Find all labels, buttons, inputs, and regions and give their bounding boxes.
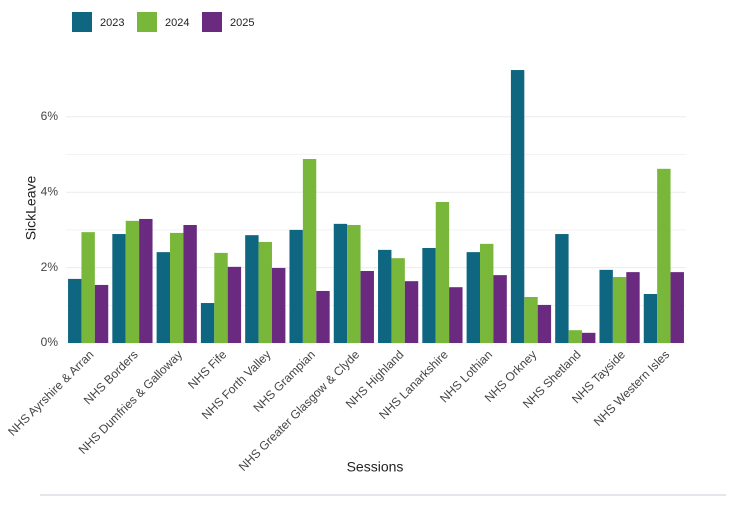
bar: [435, 201, 450, 343]
bar: [316, 290, 330, 343]
y-tick-label: 4%: [41, 184, 59, 198]
bar: [581, 332, 596, 343]
bar: [302, 159, 317, 343]
bar: [347, 224, 361, 343]
bar: [510, 70, 525, 343]
legend-swatch: [72, 12, 92, 32]
bar: [404, 281, 419, 343]
legend-label: 2023: [100, 17, 124, 29]
legend-label: 2025: [230, 17, 254, 29]
bar: [333, 223, 348, 343]
bar: [643, 293, 658, 343]
bar: [493, 275, 507, 343]
bar: [360, 270, 374, 343]
bar: [183, 224, 197, 343]
legend-label: 2024: [165, 17, 189, 29]
bar: [289, 229, 303, 343]
bar: [612, 277, 627, 343]
bar: [537, 304, 552, 343]
bar: [81, 232, 95, 343]
x-tick-label: NHS Fife: [185, 347, 230, 392]
bar: [391, 258, 405, 343]
bar: [139, 218, 153, 343]
bar: [480, 243, 494, 343]
y-tick-label: 6%: [41, 109, 59, 123]
bar: [214, 252, 228, 343]
bar: [449, 287, 463, 343]
bar: [378, 249, 392, 343]
bar: [626, 272, 640, 343]
bar: [524, 297, 538, 343]
bar: [466, 252, 481, 343]
bar: [670, 272, 684, 343]
bar: [227, 266, 242, 343]
x-axis-title: Sessions: [347, 459, 404, 475]
bar: [68, 278, 82, 343]
bar: [156, 252, 171, 343]
legend-swatch: [137, 12, 157, 32]
bar: [271, 267, 286, 343]
bar: [112, 234, 126, 343]
y-tick-label: 2%: [41, 260, 59, 274]
bar: [94, 284, 109, 343]
bar: [555, 234, 569, 343]
bar: [422, 247, 436, 343]
bar: [170, 232, 184, 343]
y-axis-title: SickLeave: [23, 175, 39, 240]
x-tick-label: NHS Western Isles: [591, 347, 672, 428]
bar: [125, 220, 140, 343]
legend-swatch: [202, 12, 222, 32]
y-tick-label: 0%: [41, 335, 59, 349]
x-tick-label: NHS Ayrshire & Arran: [5, 347, 96, 438]
bar: [258, 241, 272, 343]
bar: [568, 330, 582, 343]
bar: [200, 303, 215, 343]
bar: [245, 235, 259, 343]
bar: [599, 269, 613, 343]
bar: [657, 168, 671, 343]
